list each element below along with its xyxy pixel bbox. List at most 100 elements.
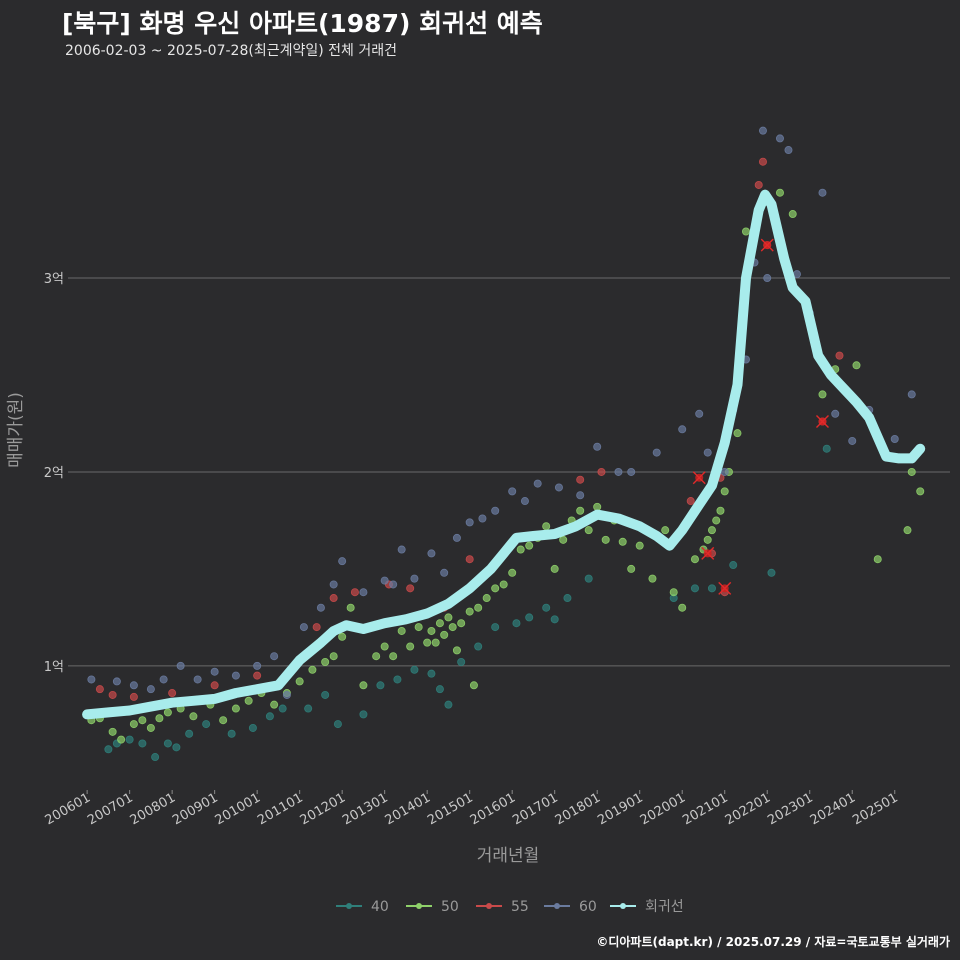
data-point-60 <box>440 568 449 577</box>
x-axis-ticks: 2006012007012008012009012010012011012012… <box>43 790 901 828</box>
data-point-50 <box>618 537 627 546</box>
data-point-50 <box>329 652 338 661</box>
data-point-55 <box>108 690 117 699</box>
data-point-50 <box>678 603 687 612</box>
data-point-60 <box>576 491 585 500</box>
data-point-50 <box>372 652 381 661</box>
data-point-60 <box>270 652 279 661</box>
data-point-50 <box>775 188 784 197</box>
data-point-50 <box>648 574 657 583</box>
y-axis-title: 매매가(원) <box>6 392 26 468</box>
data-point-60 <box>410 574 419 583</box>
legend-label: 60 <box>579 899 597 915</box>
data-point-50 <box>308 665 317 674</box>
data-point-50 <box>129 720 138 729</box>
data-point-40 <box>584 574 593 583</box>
data-point-40 <box>151 753 160 762</box>
data-point-60 <box>282 690 291 699</box>
data-point-40 <box>444 700 453 709</box>
data-point-40 <box>202 720 211 729</box>
data-point-50 <box>703 535 712 544</box>
data-point-60 <box>907 390 916 399</box>
x-tick-label: 201501 <box>425 790 475 828</box>
legend-item: 회귀선 <box>610 899 684 915</box>
x-tick-label: 201801 <box>553 790 603 828</box>
data-point-50 <box>406 642 415 651</box>
data-point-50 <box>295 677 304 686</box>
data-point-60 <box>831 409 840 418</box>
data-point-40 <box>563 594 572 603</box>
data-point-40 <box>321 690 330 699</box>
data-point-60 <box>848 436 857 445</box>
data-point-50 <box>550 564 559 573</box>
y-tick-label: 2억 <box>44 466 64 481</box>
data-point-50 <box>733 429 742 438</box>
data-point-40 <box>707 584 716 593</box>
legend-marker <box>416 903 422 909</box>
data-point-60 <box>316 603 325 612</box>
data-point-60 <box>299 623 308 632</box>
data-point-50 <box>427 626 436 635</box>
data-point-40 <box>542 603 551 612</box>
regression-line-layer <box>82 189 926 720</box>
data-point-50 <box>584 526 593 535</box>
data-point-60 <box>614 467 623 476</box>
data-point-50 <box>435 619 444 628</box>
chart-subtitle: 2006-02-03 ~ 2025-07-28(최근계약일) 전체 거래건 <box>65 43 397 59</box>
data-point-60 <box>389 580 398 589</box>
data-point-60 <box>427 549 436 558</box>
data-point-40 <box>525 613 534 622</box>
x-tick-label: 202301 <box>765 790 815 828</box>
data-point-50 <box>448 623 457 632</box>
data-point-50 <box>380 642 389 651</box>
data-point-60 <box>678 425 687 434</box>
data-point-40 <box>393 675 402 684</box>
regression-line <box>82 189 926 720</box>
data-point-60 <box>231 671 240 680</box>
data-point-50 <box>916 487 925 496</box>
data-point-50 <box>108 727 117 736</box>
data-point-55 <box>576 475 585 484</box>
data-point-55 <box>168 689 177 698</box>
data-point-60 <box>193 675 202 684</box>
data-point-60 <box>720 467 729 476</box>
data-point-60 <box>159 675 168 684</box>
data-point-50 <box>499 580 508 589</box>
data-point-50 <box>601 535 610 544</box>
data-point-40 <box>163 739 172 748</box>
data-point-40 <box>359 710 368 719</box>
data-point-40 <box>427 669 436 678</box>
data-point-60 <box>452 533 461 542</box>
legend-marker <box>486 903 492 909</box>
legend-item: 40 <box>336 899 389 915</box>
data-point-50 <box>219 716 228 725</box>
credit-line: ©디아파트(dapt.kr) / 2025.07.29 / 자료=국토교통부 실… <box>596 935 950 949</box>
data-point-60 <box>129 681 138 690</box>
data-point-50 <box>903 526 912 535</box>
data-point-55 <box>835 351 844 360</box>
data-point-60 <box>359 588 368 597</box>
data-point-50 <box>716 506 725 515</box>
data-point-50 <box>852 361 861 370</box>
data-point-40 <box>822 444 831 453</box>
data-point-50 <box>712 516 721 525</box>
data-point-40 <box>690 584 699 593</box>
legend-marker <box>554 903 560 909</box>
data-point-40 <box>172 743 181 752</box>
data-point-40 <box>304 704 313 713</box>
data-point-50 <box>138 716 147 725</box>
data-point-55 <box>758 157 767 166</box>
x-axis-title: 거래년월 <box>477 846 540 866</box>
data-point-40 <box>333 720 342 729</box>
data-point-60 <box>478 514 487 523</box>
data-point-55 <box>754 180 763 189</box>
legend-label: 55 <box>511 899 529 915</box>
data-point-40 <box>491 623 500 632</box>
data-point-50 <box>389 652 398 661</box>
data-point-50 <box>155 714 164 723</box>
data-point-50 <box>244 696 253 705</box>
data-point-50 <box>576 506 585 515</box>
data-point-60 <box>652 448 661 457</box>
data-point-55 <box>95 685 104 694</box>
data-point-60 <box>210 667 219 676</box>
